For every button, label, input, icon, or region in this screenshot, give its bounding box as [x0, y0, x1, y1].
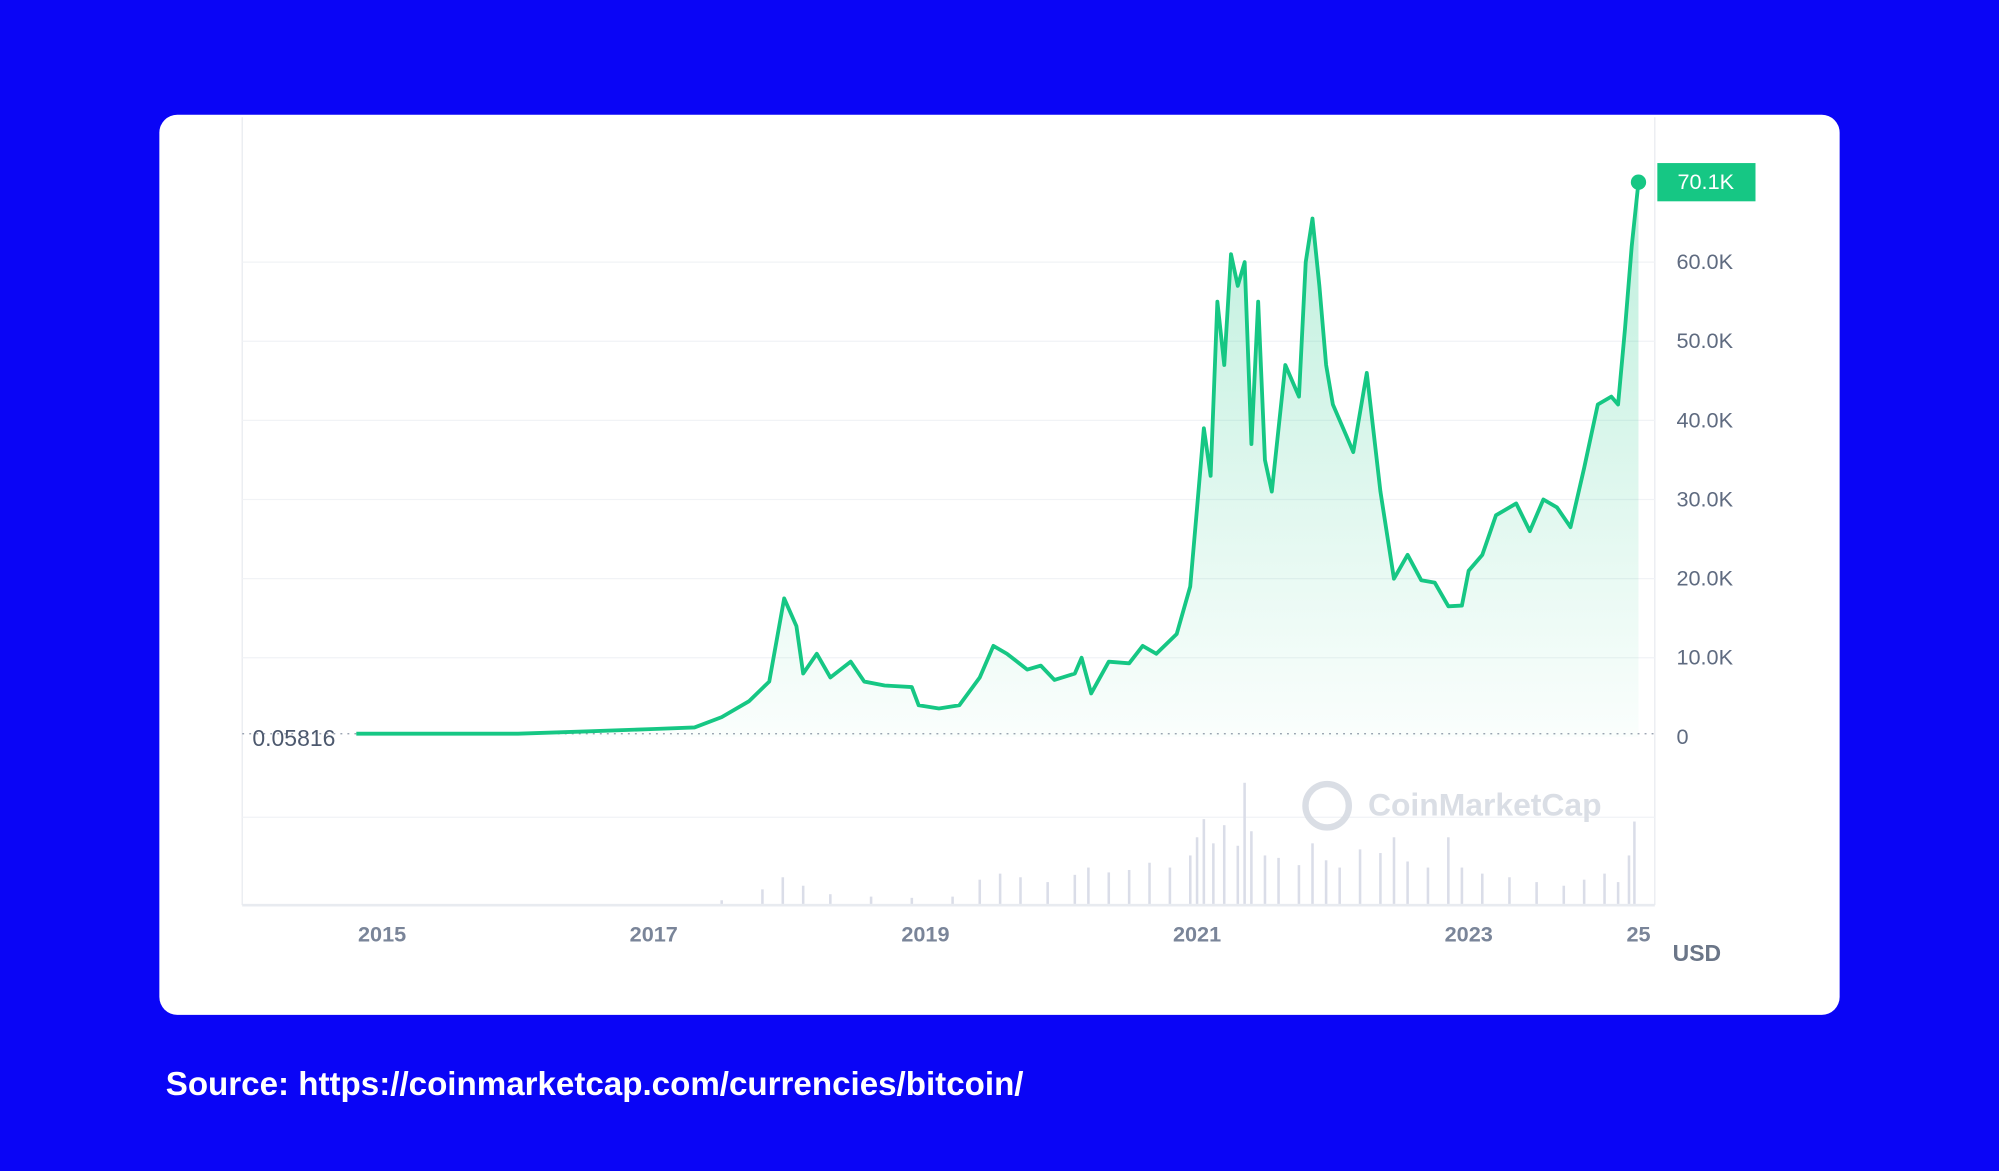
current-point	[1630, 174, 1647, 190]
volume-bar	[1535, 882, 1538, 904]
volume-bar	[1460, 867, 1464, 904]
watermark-text: CoinMarketCap	[1368, 786, 1602, 822]
volume-bar	[1562, 885, 1566, 904]
volume-bar	[1508, 877, 1511, 904]
volume-bar	[1633, 821, 1636, 904]
volume-bar	[869, 896, 873, 904]
volume-bar	[1148, 862, 1151, 904]
price-area	[356, 182, 1639, 737]
volume-bar	[1338, 867, 1341, 904]
volume-bar	[1202, 819, 1206, 904]
volume-bar	[1263, 855, 1267, 904]
volume-bar	[1311, 843, 1314, 904]
volume-bar	[1392, 837, 1396, 904]
x-tick-label: 2021	[1173, 921, 1221, 946]
volume-bar	[998, 873, 1002, 904]
volume-bar	[1616, 882, 1620, 904]
watermark: CoinMarketCap	[1302, 780, 1602, 831]
volume-bar	[801, 885, 805, 904]
volume-bar	[951, 896, 954, 904]
volume-bar	[1481, 873, 1484, 904]
volume-bar	[1222, 825, 1226, 904]
plot: 0 10.0K 20.0K 30.0K 40.0K 50.0K 60.0K 2015 2017 2…	[242, 163, 1756, 946]
x-tick-label: 2015	[358, 921, 406, 946]
x-tick-label: 25	[1626, 921, 1650, 946]
volume-bar	[910, 897, 914, 904]
y-tick-label: 0	[1676, 724, 1688, 749]
volume-bar	[1324, 860, 1328, 904]
current-tag	[1657, 163, 1756, 202]
volume-bar	[978, 879, 982, 904]
volume-bar	[1406, 861, 1409, 904]
volume-bar	[1212, 843, 1215, 904]
volume-bar	[1195, 837, 1199, 904]
card	[159, 114, 1840, 1015]
volume-bar	[1379, 853, 1382, 904]
volume-bar	[1447, 837, 1450, 904]
y-tick-label: 10.0K	[1676, 645, 1733, 670]
current-label: 70.1K	[1677, 169, 1734, 194]
volume-bar	[1073, 874, 1077, 904]
volume-bar	[1046, 882, 1049, 904]
volume-bar	[1582, 879, 1586, 904]
y-tick-label: 50.0K	[1676, 328, 1733, 353]
volume-bar	[1426, 867, 1430, 904]
volume-bar	[1087, 867, 1090, 904]
volume-bar	[1019, 877, 1022, 904]
y-tick-label: 30.0K	[1676, 486, 1733, 511]
y-tick-label: 20.0K	[1676, 566, 1733, 591]
volume-bar	[761, 889, 764, 904]
volume-bar	[1627, 855, 1631, 904]
volume-bar	[1107, 872, 1111, 904]
volume-bar	[1127, 869, 1131, 904]
volume-bar	[1236, 845, 1240, 904]
y-tick-label: 60.0K	[1676, 249, 1733, 274]
currency-label: USD	[1673, 940, 1721, 966]
low-label: 0.05816	[252, 725, 335, 751]
x-tick-label: 2023	[1445, 921, 1493, 946]
volume-bar	[1358, 849, 1362, 904]
x-tick-label: 2019	[901, 921, 949, 946]
volume-bar	[781, 877, 785, 904]
volume-bar	[1277, 857, 1280, 904]
volume-bar	[829, 894, 832, 904]
volume-bar	[1188, 855, 1192, 904]
price-line	[356, 181, 1641, 736]
volume-bar	[720, 900, 723, 904]
volume-bar	[1297, 865, 1301, 904]
watermark-logo	[1302, 780, 1353, 831]
volume-bar	[1250, 831, 1253, 904]
y-tick-label: 40.0K	[1676, 407, 1733, 432]
volume-bar	[1243, 782, 1246, 904]
source-text: Source: https://coinmarketcap.com/curren…	[166, 1066, 1024, 1103]
x-tick-label: 2017	[630, 921, 678, 946]
volume-bar	[1603, 873, 1606, 904]
volume-bar	[1168, 867, 1172, 904]
